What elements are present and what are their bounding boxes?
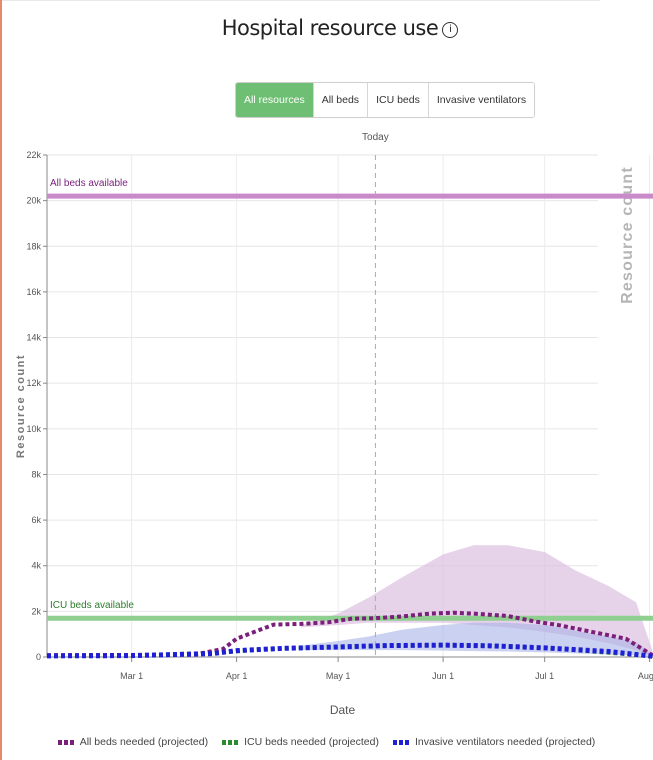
left-border bbox=[0, 0, 2, 760]
y-tick-label: 22k bbox=[26, 150, 41, 160]
ventilators-needed-line bbox=[46, 642, 653, 659]
y-tick-label: 10k bbox=[26, 424, 41, 434]
chart-title: Hospital resource use i bbox=[0, 16, 653, 40]
y-tick-label: 14k bbox=[26, 333, 41, 343]
y-tick-label: 12k bbox=[26, 378, 41, 388]
legend-label-all-beds: All beds needed (projected) bbox=[79, 736, 209, 748]
y-tick-label: 2k bbox=[31, 606, 41, 616]
legend-label-ventilators: Invasive ventilators needed (projected) bbox=[414, 736, 596, 748]
top-divider bbox=[2, 0, 600, 1]
legend: All beds needed (projected) ICU beds nee… bbox=[0, 736, 653, 748]
icu-beds-available-label: ICU beds available bbox=[50, 600, 134, 611]
y-tick-label: 20k bbox=[26, 196, 41, 206]
all-resources-button[interactable]: All resources bbox=[236, 83, 314, 117]
all-beds-uncertainty-band bbox=[300, 545, 653, 657]
all-beds-needed-line bbox=[46, 610, 653, 658]
chart-area: 0 2k 4k 6k 8k 10k 12k 14k 16k 18k 20k 22k Mar 1 Apr 1… bbox=[15, 132, 653, 717]
y-tick-label: 16k bbox=[26, 287, 41, 297]
legend-item-icu-beds[interactable]: ICU beds needed (projected) bbox=[222, 736, 379, 748]
x-tick-label: Aug 1 bbox=[638, 671, 653, 681]
resource-toggle-group: All resources All beds ICU beds Invasive… bbox=[235, 82, 536, 118]
legend-swatch-all-beds bbox=[57, 739, 74, 745]
y-tick-label: 4k bbox=[31, 561, 41, 571]
x-tick-label: Jun 1 bbox=[432, 671, 454, 681]
x-tick-label: Mar 1 bbox=[120, 671, 143, 681]
x-tick-label: Apr 1 bbox=[226, 671, 248, 681]
legend-swatch-ventilators bbox=[392, 739, 409, 745]
x-tick-label: May 1 bbox=[326, 671, 351, 681]
y-tick-label: 6k bbox=[31, 515, 41, 525]
all-beds-button[interactable]: All beds bbox=[313, 83, 369, 117]
invasive-ventilators-button[interactable]: Invasive ventilators bbox=[428, 83, 535, 117]
x-tick-label: Jul 1 bbox=[535, 671, 554, 681]
y-tick-label: 0 bbox=[36, 652, 41, 662]
y-tick-label: 18k bbox=[26, 241, 41, 251]
all-beds-available-label: All beds available bbox=[50, 178, 128, 189]
chart-title-text: Hospital resource use bbox=[221, 16, 439, 40]
info-icon[interactable]: i bbox=[442, 22, 459, 38]
x-axis-title: Date bbox=[330, 703, 356, 717]
icu-beds-button[interactable]: ICU beds bbox=[368, 83, 429, 117]
legend-item-all-beds[interactable]: All beds needed (projected) bbox=[57, 736, 209, 748]
y-axis-title: Resource count bbox=[15, 354, 27, 458]
legend-label-icu-beds: ICU beds needed (projected) bbox=[244, 736, 379, 748]
today-label: Today bbox=[362, 132, 389, 143]
legend-item-ventilators[interactable]: Invasive ventilators needed (projected) bbox=[392, 736, 596, 748]
y-tick-label: 8k bbox=[31, 469, 41, 479]
legend-swatch-icu-beds bbox=[222, 739, 239, 745]
